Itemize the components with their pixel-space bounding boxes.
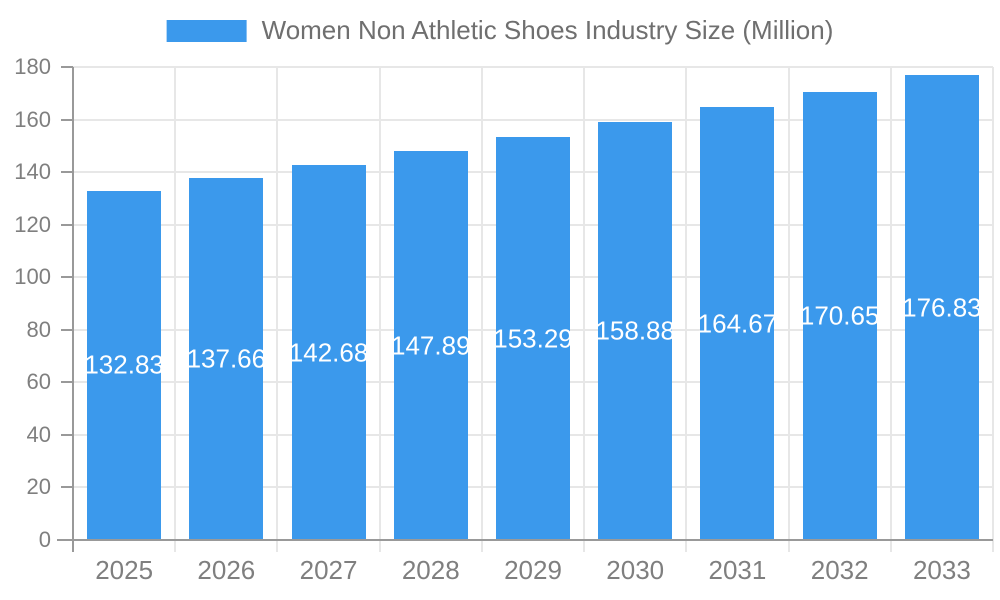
gridline-v	[378, 67, 381, 552]
bar-2025[interactable]	[87, 190, 162, 540]
bar-2030[interactable]	[598, 122, 673, 540]
y-axis-label: 20	[26, 474, 51, 500]
x-axis-label: 2029	[504, 555, 562, 585]
bar-2033[interactable]	[904, 75, 979, 540]
gridline-h	[73, 118, 993, 121]
x-axis-label: 2033	[912, 555, 971, 585]
gridline-v	[787, 67, 790, 552]
y-axis-label: 100	[14, 264, 51, 290]
y-axis-label: 40	[26, 421, 51, 447]
gridline-v	[583, 67, 586, 552]
gridline-v	[174, 67, 177, 552]
bar-2032[interactable]	[802, 91, 877, 540]
gridline-v	[480, 67, 483, 552]
y-axis-tick	[61, 486, 73, 489]
gridline-v	[992, 67, 994, 552]
x-axis-label: 2031	[708, 555, 767, 585]
x-axis-label: 2027	[299, 555, 358, 585]
y-axis-tick	[61, 171, 73, 174]
gridline-h	[73, 66, 993, 68]
legend-swatch-icon	[166, 19, 247, 42]
y-axis-label: 140	[14, 159, 51, 185]
y-axis-label: 160	[14, 106, 51, 132]
y-axis-label: 60	[26, 369, 51, 395]
bar-2028[interactable]	[393, 151, 468, 540]
y-axis-label: 80	[26, 316, 51, 342]
legend-label: Women Non Athletic Shoes Industry Size (…	[261, 15, 834, 45]
bar-2029[interactable]	[496, 137, 570, 540]
legend-item[interactable]: Women Non Athletic Shoes Industry Size (…	[166, 15, 834, 46]
gridline-v	[685, 67, 688, 552]
y-axis-label: 120	[14, 211, 51, 237]
y-axis-tick	[61, 381, 73, 384]
y-axis-tick	[61, 223, 73, 226]
x-axis-label: 2028	[401, 555, 460, 585]
bar-2027[interactable]	[291, 165, 366, 540]
y-axis-label: 180	[14, 54, 51, 79]
bar-2026[interactable]	[189, 178, 264, 540]
y-axis-label: 0	[38, 527, 51, 552]
y-axis-tick	[61, 66, 73, 68]
y-axis-tick	[61, 328, 73, 331]
x-axis-label: 2026	[197, 555, 256, 585]
gridline-v	[276, 67, 279, 552]
y-axis-tick	[61, 118, 73, 121]
y-axis-tick	[61, 433, 73, 436]
y-axis-tick	[61, 276, 73, 279]
x-axis-label: 2030	[606, 555, 665, 585]
x-axis-line	[57, 539, 993, 541]
y-axis-line	[72, 67, 74, 552]
x-axis-label: 2032	[810, 555, 869, 585]
x-axis-label: 2025	[95, 555, 154, 585]
bar-2031[interactable]	[700, 107, 775, 540]
gridline-v	[889, 67, 892, 552]
